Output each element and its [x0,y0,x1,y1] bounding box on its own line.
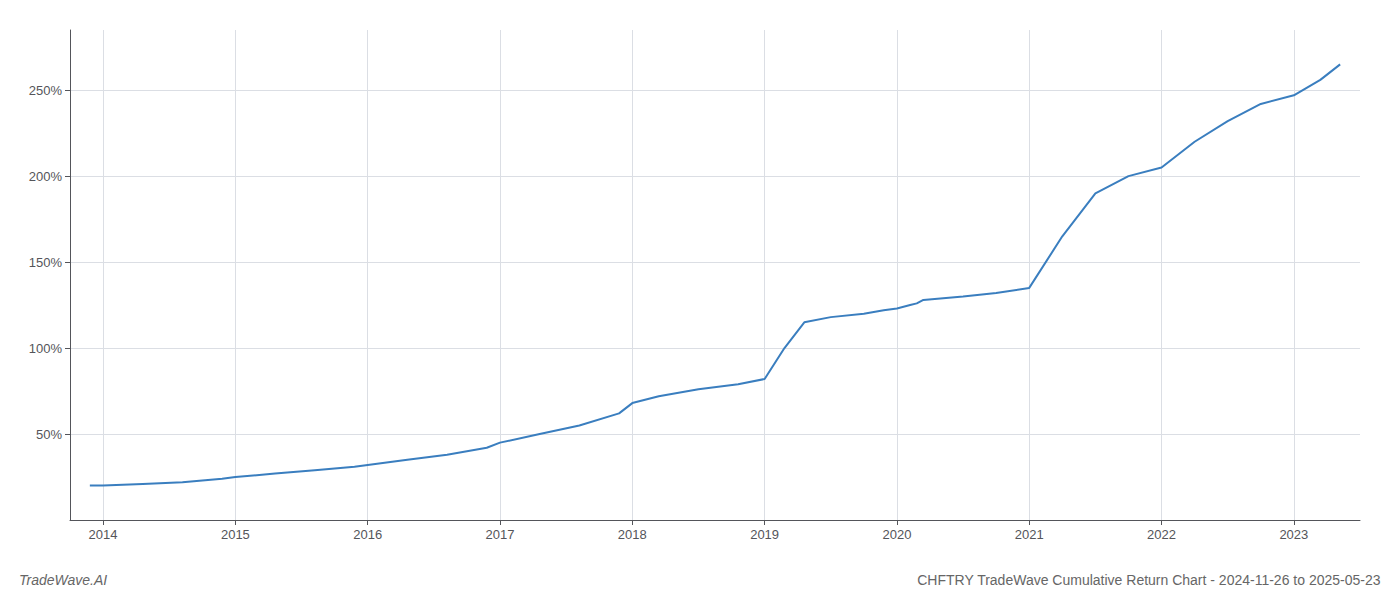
svg-text:2017: 2017 [486,527,515,542]
svg-text:100%: 100% [29,341,63,356]
svg-text:2022: 2022 [1147,527,1176,542]
svg-text:250%: 250% [29,83,63,98]
svg-text:2020: 2020 [882,527,911,542]
svg-text:2019: 2019 [750,527,779,542]
svg-text:2014: 2014 [89,527,118,542]
svg-text:2016: 2016 [353,527,382,542]
svg-text:2015: 2015 [221,527,250,542]
svg-text:2021: 2021 [1015,527,1044,542]
svg-text:2023: 2023 [1279,527,1308,542]
svg-text:200%: 200% [29,169,63,184]
svg-text:50%: 50% [36,427,62,442]
svg-text:TradeWave.AI: TradeWave.AI [19,572,107,588]
svg-text:150%: 150% [29,255,63,270]
svg-text:2018: 2018 [618,527,647,542]
svg-text:CHFTRY TradeWave Cumulative Re: CHFTRY TradeWave Cumulative Return Chart… [917,572,1380,588]
